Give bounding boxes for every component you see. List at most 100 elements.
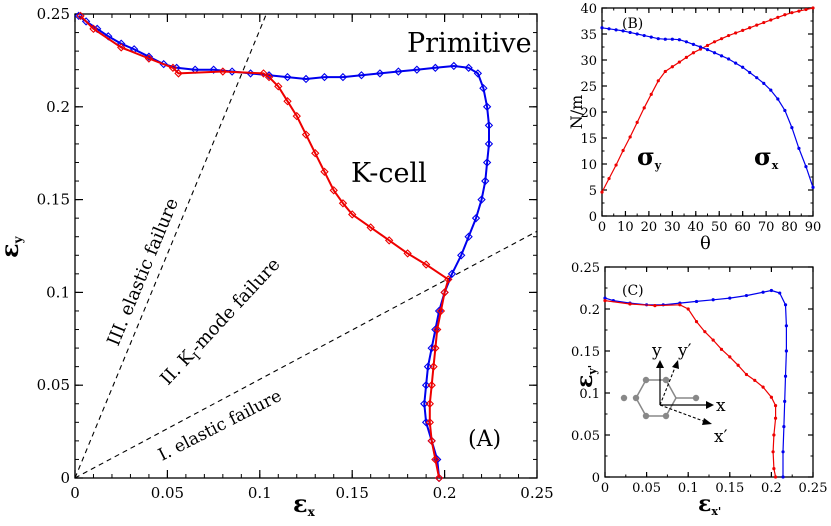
data-point [642,106,646,110]
data-point [736,363,740,367]
data-point [348,210,357,219]
x-tick-label: 0 [598,220,606,235]
data-point [781,475,785,479]
series-line--x [601,27,814,188]
data-point [431,343,440,353]
series-line--y [601,7,814,193]
data-point [394,67,403,76]
region-label-i: I. elastic failure [155,386,285,465]
panel-a-frame [74,13,538,479]
data-point [694,299,699,304]
atom-dot [642,376,650,384]
x-tick-label: 20 [641,220,658,235]
reference-line [74,230,538,479]
data-point [338,199,348,208]
data-point [811,185,815,189]
data-point [797,9,801,13]
data-point [264,72,274,82]
data-point [691,51,696,55]
inset-label-x: x [716,396,726,416]
x-tick-label: 0.15 [335,484,368,502]
x-tick-label: 0 [70,484,80,502]
data-point [712,40,717,44]
data-point [811,6,815,10]
xp-arrowhead-icon [702,418,712,425]
x-tick-label: 0 [601,481,609,496]
x-tick-label: 0.2 [433,484,457,502]
atom-dot [662,376,670,384]
data-point [425,418,434,427]
data-point [776,15,780,19]
data-point [783,108,787,113]
data-point [603,296,607,300]
data-point [804,7,808,12]
data-point [440,288,449,297]
data-point [748,70,752,75]
data-point [431,455,440,464]
data-point [412,65,422,74]
y-tick-label: 0 [592,471,600,486]
yp-arrowhead-icon [672,360,679,369]
panel-b-frame [601,7,814,217]
data-point [783,13,787,17]
region-label-ii: II. KI-mode failure [156,254,286,391]
data-point [804,165,808,169]
data-point [753,378,757,382]
data-point [329,186,338,195]
data-point [481,176,490,186]
data-point [614,28,618,32]
data-point [320,72,329,82]
data-point [755,76,759,80]
panel-b-ticks: 0 10 20 30 40 50 60 70 80 90 0 5 10 15 20 25 30 35 40 [580,2,821,235]
x-tick-label: 0.2 [761,481,782,496]
data-point [670,65,674,69]
series-line-primitive [78,15,490,479]
data-point [366,223,375,232]
data-point [433,325,442,334]
data-point [748,26,752,30]
data-point [421,418,431,427]
data-point [705,48,710,52]
data-point [782,425,786,429]
data-point [769,288,774,293]
xp-arrow-icon [659,404,707,423]
data-point [384,236,394,245]
data-point [727,33,731,38]
x-tick-label: 30 [664,220,681,235]
data-point [375,69,385,78]
data-point [783,399,787,403]
y-tick-label: 20 [580,106,597,121]
data-point [76,11,85,21]
data-point [769,395,774,399]
data-point [719,54,724,58]
data-point [209,65,218,74]
panel-b-label: (B) [622,16,643,32]
y-tick-label: 0.05 [37,376,70,394]
data-point [449,61,459,71]
data-point [663,37,667,41]
data-point [694,320,699,324]
data-point [772,467,776,471]
data-point [734,31,738,35]
y-tick-label: 0.15 [571,345,600,360]
data-point [259,69,268,78]
data-point [457,251,466,260]
data-point [227,67,237,76]
y-tick-label: 0.25 [571,261,600,276]
data-point [769,88,773,92]
panel-a-ticks: 0 0.05 0.1 0.15 0.2 0.25 0 0.05 0.1 0.15 0.2 0.25 [37,5,554,502]
data-point [482,158,492,167]
data-point [444,275,453,284]
data-point [711,338,715,342]
data-point [719,37,724,41]
data-point [427,436,436,446]
atom-dot [620,394,628,402]
panel-c-xlabel: εx' [698,491,721,518]
data-point [684,40,689,44]
data-point [628,302,632,306]
data-point [479,84,488,93]
atom-dot [662,412,670,420]
data-point [603,299,607,303]
data-point [174,69,183,78]
data-point [670,37,674,41]
